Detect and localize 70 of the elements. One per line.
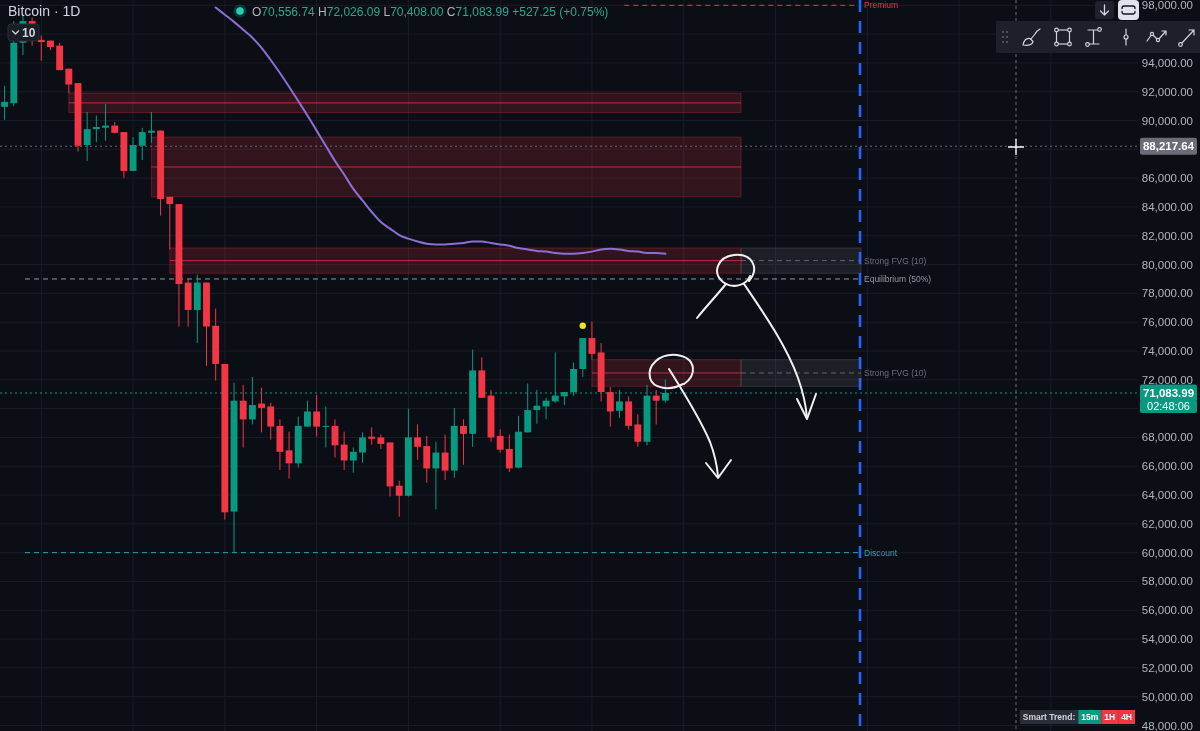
candlestick	[423, 435, 431, 484]
candlestick	[359, 431, 366, 464]
candlestick	[304, 400, 311, 428]
candlestick	[349, 447, 357, 474]
candlestick	[460, 418, 467, 466]
candlestick	[395, 480, 403, 518]
candlestick	[505, 434, 513, 473]
y-tick-label: 72,000.00	[1141, 373, 1193, 386]
y-tick-label: 94,000.00	[1141, 56, 1193, 69]
y-tick-label: 60,000.00	[1141, 546, 1193, 559]
candlestick	[166, 196, 174, 250]
annotation: 15m	[1081, 711, 1099, 722]
candlestick	[258, 387, 265, 433]
candlestick	[441, 434, 449, 481]
annotation: 1H	[1104, 711, 1116, 722]
text: O70,556.74 H72,026.09 L70,408.00 C71,083.99 +527.25 (+0.75%)	[252, 5, 609, 19]
y-tick-label: 66,000.00	[1141, 460, 1193, 473]
y-tick-label: 68,000.00	[1141, 431, 1193, 444]
y-tick-label: 56,000.00	[1141, 604, 1193, 617]
candlestick	[432, 441, 440, 510]
ref-line-label: Premium	[864, 0, 899, 11]
candlestick	[65, 68, 73, 94]
y-tick-label: 76,000.00	[1141, 316, 1193, 329]
candlestick	[92, 114, 100, 143]
candlestick	[606, 386, 614, 428]
candlestick	[83, 111, 91, 162]
y-tick-label: 48,000.00	[1141, 719, 1193, 731]
candlestick	[1, 85, 9, 121]
annotation: 4H	[1121, 711, 1132, 722]
band-label: Strong FVG (10)	[864, 367, 927, 378]
y-tick-label: 98,000.00	[1141, 0, 1193, 12]
y-tick-label: 58,000.00	[1141, 575, 1193, 588]
ref-line-label: Equilibrium (50%)	[864, 273, 932, 284]
candlestick	[496, 429, 504, 454]
y-tick-label: 84,000.00	[1141, 200, 1193, 213]
chart-title: Bitcoin · 1D	[8, 3, 81, 19]
candlestick	[652, 389, 660, 425]
y-tick-label: 78,000.00	[1141, 287, 1193, 300]
y-tick-label: 52,000.00	[1141, 661, 1193, 674]
candlestick	[377, 434, 385, 450]
text: 02:48:06	[1147, 400, 1190, 413]
candlestick	[138, 127, 146, 161]
y-tick-label: 54,000.00	[1141, 633, 1193, 646]
y-tick-label: 86,000.00	[1141, 172, 1193, 185]
candlestick	[313, 394, 321, 438]
candlestick	[267, 402, 275, 441]
ref-line-label: Discount	[864, 547, 898, 558]
annotation: Smart Trend:	[1022, 711, 1076, 722]
line-series	[214, 6, 667, 255]
candlestick	[634, 413, 642, 448]
y-tick-label: 62,000.00	[1141, 517, 1193, 530]
candlestick	[239, 384, 247, 448]
y-tick-label: 80,000.00	[1141, 258, 1193, 271]
ref-line-label: 71,083.99	[1142, 387, 1195, 400]
band-label: Strong FVG (10)	[864, 255, 927, 266]
candlestick	[414, 423, 422, 461]
candlestick	[147, 111, 155, 144]
annotation: 10	[22, 25, 36, 40]
candlestick	[322, 405, 330, 448]
y-tick-label: 90,000.00	[1141, 114, 1193, 127]
candlestick	[285, 431, 293, 479]
y-tick-label: 50,000.00	[1141, 690, 1193, 703]
candlestick	[340, 431, 348, 471]
y-tick-label: 74,000.00	[1141, 345, 1193, 358]
candlestick	[102, 103, 109, 142]
ref-line-label: 88,217.64	[1142, 140, 1195, 153]
y-tick-label: 82,000.00	[1141, 229, 1193, 242]
candlestick	[368, 426, 376, 446]
y-tick-label: 64,000.00	[1141, 489, 1193, 502]
y-tick-label: 92,000.00	[1141, 85, 1193, 98]
